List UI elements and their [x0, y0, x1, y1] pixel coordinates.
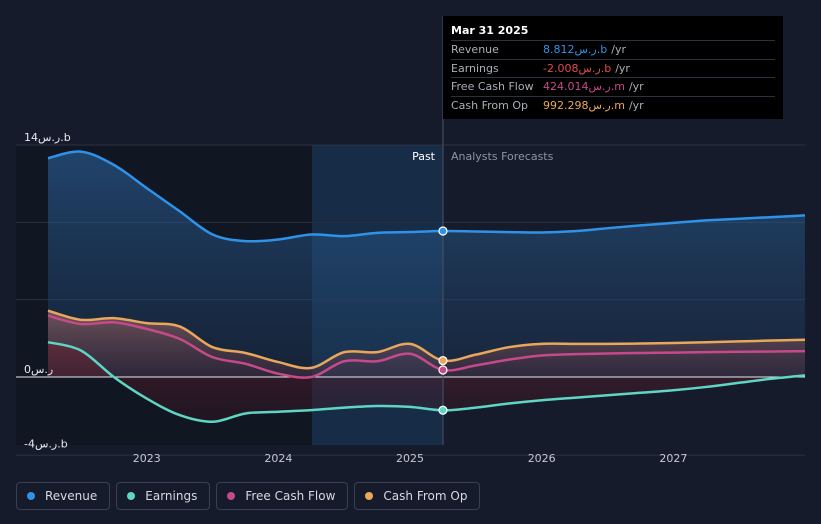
tooltip-date: Mar 31 2025 — [451, 24, 529, 37]
y-label: 14ر.س.b — [24, 131, 71, 144]
legend-label: Free Cash Flow — [245, 489, 336, 503]
x-axis-labels: 2023 2024 2025 2026 2027 — [133, 452, 688, 465]
tooltip: Mar 31 2025 Revenue 8.812ر.س.b /yr Earni… — [443, 16, 783, 119]
legend-label: Earnings — [145, 489, 198, 503]
tooltip-markers — [438, 226, 448, 415]
tooltip-value: 992.298ر.س.m — [543, 98, 625, 112]
tooltip-label: Cash From Op — [451, 98, 529, 112]
tooltip-row-cash-from-op: Cash From Op 992.298ر.س.m /yr — [451, 95, 775, 115]
forecast-label: Analysts Forecasts — [451, 150, 554, 163]
line-revenue — [47, 150, 806, 243]
legend-label: Cash From Op — [383, 489, 468, 503]
series-lines — [47, 150, 806, 423]
area-cash-from-op — [48, 310, 805, 377]
marker-cash-from-op — [438, 355, 448, 366]
x-tick-label: 2024 — [264, 452, 292, 465]
marker-revenue — [438, 226, 448, 236]
tooltip-row-revenue: Revenue 8.812ر.س.b /yr — [451, 40, 775, 59]
tooltip-label: Free Cash Flow — [451, 80, 534, 93]
marker-earnings — [438, 405, 448, 415]
legend-dot-icon — [365, 492, 374, 500]
x-tick-label: 2027 — [659, 452, 687, 465]
y-label: 0ر.س — [24, 363, 53, 376]
tooltip-label: Revenue — [451, 43, 499, 56]
line-cash-from-op — [47, 309, 806, 370]
tooltip-label: Earnings — [451, 61, 499, 75]
series-areas — [48, 151, 805, 422]
marker-free-cash-flow — [438, 365, 448, 375]
line-earnings — [47, 340, 806, 423]
tooltip-unit: /yr — [615, 61, 630, 75]
legend-dot-icon — [27, 492, 35, 500]
legend: Revenue Earnings Free Cash Flow Cash Fro… — [16, 482, 481, 510]
x-tick-label: 2023 — [133, 452, 161, 465]
x-tick-label: 2026 — [528, 452, 556, 465]
legend-dot-icon — [227, 492, 236, 500]
legend-item-cash-from-op[interactable]: Cash From Op — [354, 482, 481, 510]
legend-item-earnings[interactable]: Earnings — [116, 482, 211, 510]
legend-item-revenue[interactable]: Revenue — [16, 482, 111, 510]
legend-label: Revenue — [45, 489, 98, 503]
legend-dot-icon — [127, 492, 136, 500]
tooltip-value: 424.014ر.س.m — [543, 80, 625, 93]
tooltip-value: -2.008ر.س.b — [543, 61, 612, 75]
tooltip-unit: /yr — [628, 98, 644, 112]
tooltip-value: 8.812ر.س.b — [543, 43, 608, 56]
line-free-cash-flow — [47, 314, 806, 379]
past-label: Past — [412, 150, 436, 163]
x-tick-label: 2025 — [396, 452, 424, 465]
area-earnings — [48, 342, 805, 422]
tooltip-row-free-cash-flow: Free Cash Flow 424.014ر.س.m /yr — [451, 77, 775, 96]
tooltip-unit: /yr — [611, 43, 626, 56]
tooltip-row-earnings: Earnings -2.008ر.س.b /yr — [451, 58, 775, 78]
y-label: -4ر.س.b — [24, 437, 68, 450]
legend-item-free-cash-flow[interactable]: Free Cash Flow — [216, 482, 349, 510]
area-revenue — [48, 151, 805, 377]
y-axis-labels: 14ر.س.b 0ر.س -4ر.س.b — [24, 131, 71, 450]
tooltip-unit: /yr — [628, 80, 644, 93]
